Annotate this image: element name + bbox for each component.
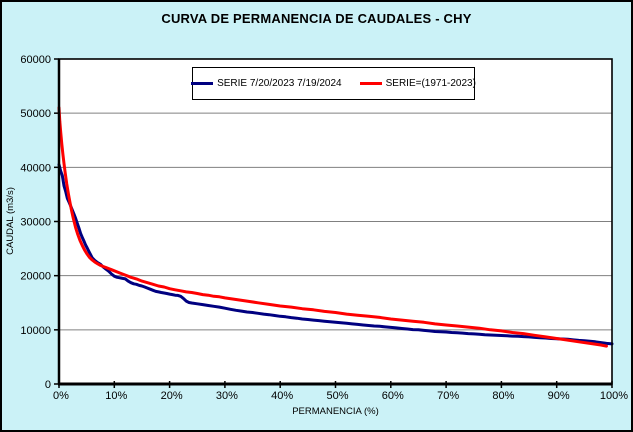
x-tick-label: 100% (600, 390, 628, 402)
legend-swatch-red (359, 82, 382, 85)
x-tick-label: 10% (105, 390, 127, 402)
legend-swatch-blue (191, 82, 214, 85)
legend: SERIE 7/20/2023 7/19/2024 SERIE=(1971-20… (191, 67, 476, 100)
x-tick-label: 80% (492, 390, 514, 402)
series-line-1 (57, 106, 608, 348)
y-tick-label: 60000 (20, 54, 51, 66)
y-tick-label: 50000 (20, 108, 51, 120)
x-tick-label: 50% (326, 390, 348, 402)
legend-label-current-series: SERIE 7/20/2023 7/19/2024 (217, 78, 342, 89)
x-tick-label: 90% (548, 390, 570, 402)
legend-item-current-series: SERIE 7/20/2023 7/19/2024 (191, 78, 342, 89)
x-tick-label: 70% (437, 390, 459, 402)
legend-label-historic-series: SERIE=(1971-2023) (385, 78, 476, 89)
x-tick-label: 40% (271, 390, 293, 402)
legend-item-historic-series: SERIE=(1971-2023) (359, 78, 476, 89)
x-tick-label: 20% (161, 390, 183, 402)
y-tick-label: 30000 (20, 217, 51, 229)
y-tick-label: 10000 (20, 325, 51, 337)
x-tick-label: 60% (382, 390, 404, 402)
x-tick-label: 30% (216, 390, 238, 402)
y-tick-label: 0 (45, 379, 51, 391)
x-axis-title: PERMANENCIA (%) (292, 406, 379, 417)
y-tick-label: 40000 (20, 162, 51, 174)
x-tick-label: 0% (53, 390, 69, 402)
chart-title: CURVA DE PERMANENCIA DE CAUDALES - CHY (161, 11, 472, 26)
y-axis-title: CAUDAL (m3/s) (5, 187, 16, 255)
y-tick-label: 20000 (20, 271, 51, 283)
